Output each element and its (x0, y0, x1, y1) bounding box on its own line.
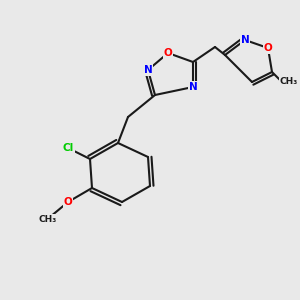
Text: O: O (264, 43, 272, 53)
Text: N: N (241, 35, 249, 45)
Text: CH₃: CH₃ (280, 77, 298, 86)
Text: O: O (164, 48, 172, 58)
Text: CH₃: CH₃ (39, 214, 57, 224)
Text: Cl: Cl (62, 143, 74, 153)
Text: N: N (144, 65, 152, 75)
Text: O: O (64, 197, 72, 207)
Text: N: N (189, 82, 197, 92)
